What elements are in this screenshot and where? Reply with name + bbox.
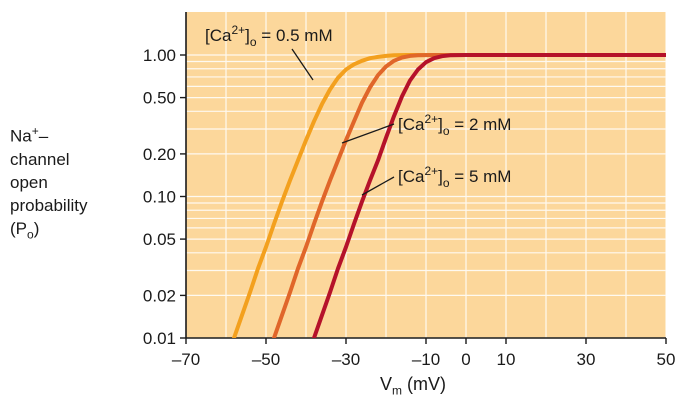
label-subscript: o bbox=[443, 176, 450, 190]
x-tick-label: 10 bbox=[497, 350, 516, 369]
series-label: [Ca2+]o = 5 mM bbox=[398, 164, 511, 190]
x-tick-label: 30 bbox=[577, 350, 596, 369]
label-part: = 5 mM bbox=[450, 167, 512, 186]
y-tick-label: 0.02 bbox=[143, 286, 176, 305]
y-tick-label: 0.05 bbox=[143, 230, 176, 249]
x-axis-label: Vm (mV) bbox=[380, 374, 447, 398]
label-subscript: o bbox=[250, 35, 257, 49]
x-tick-label: –10 bbox=[412, 350, 440, 369]
y-label-line: open bbox=[10, 172, 48, 192]
grid bbox=[186, 12, 667, 339]
series-label: [Ca2+]o = 2 mM bbox=[398, 112, 511, 138]
y-label-line: probability bbox=[10, 195, 88, 215]
label-subscript: o bbox=[443, 124, 450, 138]
x-tick-label: –70 bbox=[172, 350, 200, 369]
label-part: [Ca bbox=[205, 26, 232, 45]
x-tick-label: –30 bbox=[332, 350, 360, 369]
series-line-2 bbox=[312, 53, 666, 338]
y-tick-label: 0.10 bbox=[143, 188, 176, 207]
label-part: ] bbox=[438, 167, 443, 186]
x-tick-label: 0 bbox=[461, 350, 470, 369]
label-part: ] bbox=[245, 26, 250, 45]
label-part: = 2 mM bbox=[450, 115, 512, 134]
label-superscript: 2+ bbox=[424, 112, 438, 126]
label-part: ] bbox=[438, 115, 443, 134]
y-tick-label: 0.01 bbox=[143, 329, 176, 348]
annotation-leader bbox=[341, 123, 395, 144]
y-tick-label: 0.20 bbox=[143, 145, 176, 164]
annotation-leader bbox=[361, 176, 395, 196]
y-label-line: Na+– bbox=[10, 124, 49, 146]
y-label-line: channel bbox=[10, 149, 70, 169]
annotation-leader bbox=[291, 48, 314, 81]
y-label-line: (Po) bbox=[10, 218, 40, 242]
x-tick-label: 50 bbox=[657, 350, 676, 369]
series-group bbox=[232, 53, 666, 338]
label-superscript: 2+ bbox=[424, 164, 438, 178]
label-part: [Ca bbox=[398, 167, 425, 186]
y-tick-label: 0.50 bbox=[143, 89, 176, 108]
series-label: [Ca2+]o = 0.5 mM bbox=[205, 23, 333, 49]
y-tick-label: 1.00 bbox=[143, 46, 176, 65]
label-superscript: 2+ bbox=[231, 23, 245, 37]
y-axis-label: Na+– channel open probability (Po) bbox=[10, 120, 88, 246]
label-part: = 0.5 mM bbox=[257, 26, 333, 45]
x-tick-label: –50 bbox=[252, 350, 280, 369]
label-part: [Ca bbox=[398, 115, 425, 134]
